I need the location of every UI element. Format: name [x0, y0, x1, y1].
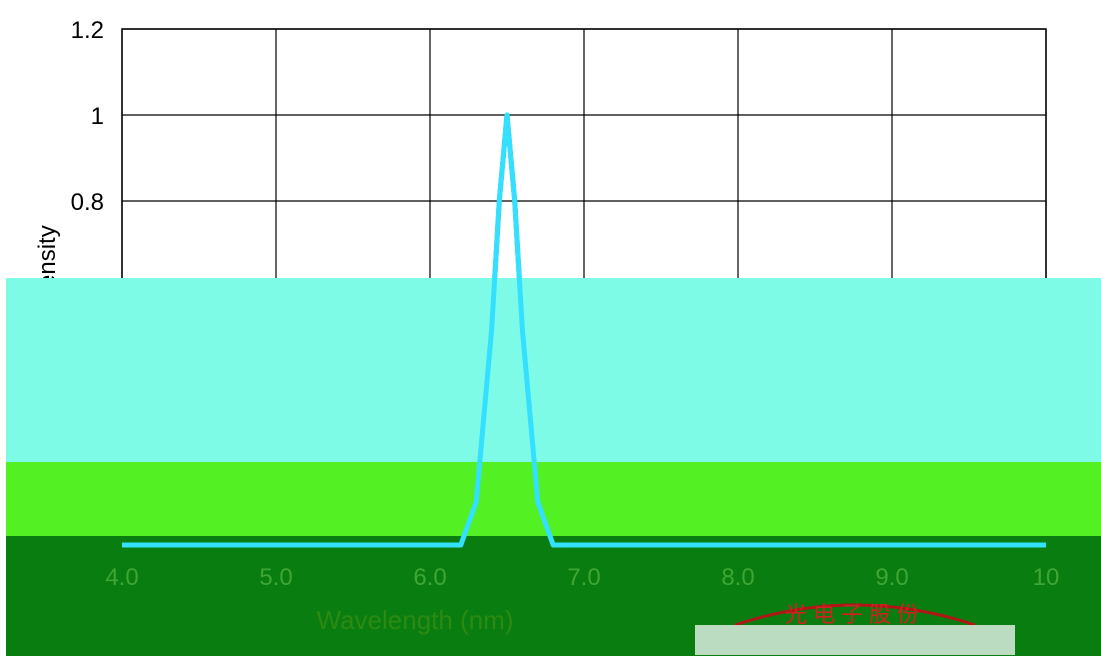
company-stamp: 光电子股份 — [695, 595, 1015, 655]
x-axis-label-text: Wavelength (nm) — [316, 604, 514, 635]
overlay-band-cyan — [6, 278, 1101, 462]
y-tick-label: 1.2 — [71, 17, 104, 44]
stamp-arc — [695, 603, 1015, 655]
y-tick-label: 1 — [91, 103, 104, 130]
stamp-text: 光电子股份 — [784, 602, 925, 627]
y-tick-label: 0.8 — [71, 189, 104, 216]
overlay-band-lime — [6, 462, 1101, 536]
x-axis-label: Wavelength (nm) — [300, 604, 530, 636]
